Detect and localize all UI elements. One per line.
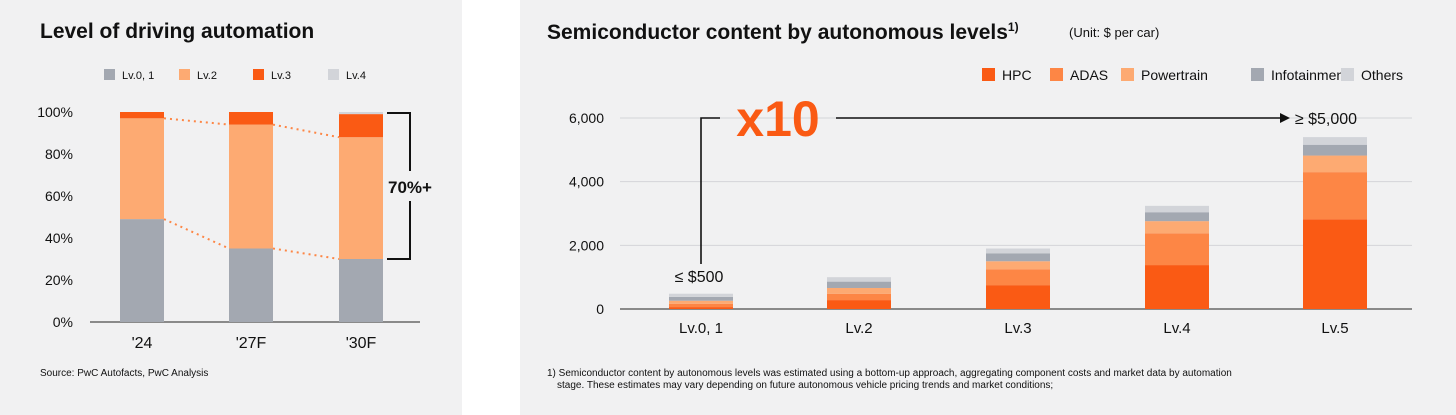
bar-segment-0-1 bbox=[229, 248, 273, 322]
bar-segment-2-3 bbox=[1145, 221, 1209, 234]
right-chart-title: Semiconductor content by autonomous leve… bbox=[547, 20, 1019, 45]
connector-line-lv2 bbox=[272, 123, 340, 139]
legend-label-2: Lv.3 bbox=[271, 70, 291, 82]
bar-segment-4-3 bbox=[1145, 205, 1209, 213]
low-value-label: ≤ $500 bbox=[675, 269, 724, 286]
legend-swatch-2 bbox=[253, 69, 264, 80]
x-tick-label: Lv.4 bbox=[1163, 320, 1190, 337]
legend-label-4: Others bbox=[1361, 67, 1403, 83]
bar-segment-1-1 bbox=[827, 293, 891, 301]
legend-swatch-0 bbox=[104, 69, 115, 80]
x-tick-label: Lv.0, 1 bbox=[679, 320, 723, 337]
connector-line-lv01 bbox=[272, 247, 340, 260]
bar-segment-2-4 bbox=[1303, 155, 1367, 173]
bar-segment-4-0 bbox=[669, 293, 733, 297]
legend-label-2: Powertrain bbox=[1141, 67, 1208, 83]
x-tick-label: Lv.2 bbox=[845, 320, 872, 337]
footnote-line-2: stage. These estimates may vary dependin… bbox=[557, 380, 1054, 391]
bar-segment-4-2 bbox=[986, 248, 1050, 254]
legend-label-0: Lv.0, 1 bbox=[122, 70, 154, 82]
high-value-label: ≥ $5,000 bbox=[1295, 111, 1357, 128]
bracket-label-bg bbox=[392, 171, 428, 201]
bar-segment-0-0 bbox=[120, 219, 164, 322]
y-tick-label: 60% bbox=[45, 188, 73, 204]
left-chart-panel: Level of driving automation Lv.0, 1 Lv.2 L… bbox=[0, 0, 462, 415]
arrow-head bbox=[1280, 113, 1290, 123]
bar-segment-1-2 bbox=[986, 269, 1050, 286]
x-tick-label: Lv.3 bbox=[1004, 320, 1031, 337]
y-tick-label: 4,000 bbox=[569, 174, 604, 190]
bar-segment-4-1 bbox=[827, 277, 891, 282]
bar-segment-1-0 bbox=[669, 303, 733, 308]
legend-swatch-1 bbox=[179, 69, 190, 80]
legend-swatch-3 bbox=[1251, 68, 1264, 81]
footnote-line-1: 1) Semiconductor content by autonomous l… bbox=[547, 368, 1232, 379]
legend-swatch-4 bbox=[1341, 68, 1354, 81]
bar-segment-3-1 bbox=[827, 281, 891, 288]
bar-segment-0-4 bbox=[1303, 219, 1367, 309]
legend-label-1: Lv.2 bbox=[197, 70, 217, 82]
bar-segment-0-1 bbox=[827, 300, 891, 309]
bar-segment-2-1 bbox=[827, 287, 891, 294]
footnote: 1) Semiconductor content by autonomous l… bbox=[547, 368, 1307, 392]
y-tick-label: 40% bbox=[45, 230, 73, 246]
left-chart-svg: Lv.0, 1 Lv.2 Lv.3 Lv.4 0% 20% 40% 60% 80% 100% '24… bbox=[37, 69, 432, 352]
panel-gap bbox=[462, 0, 520, 415]
x-tick-label: Lv.5 bbox=[1321, 320, 1348, 337]
bar-segment-0-2 bbox=[986, 285, 1050, 309]
bar-segment-1-3 bbox=[1145, 233, 1209, 266]
source-note: Source: PwC Autofacts, PwC Analysis bbox=[40, 368, 209, 379]
multiplier-label: x10 bbox=[736, 91, 819, 147]
bar-segment-2-2 bbox=[986, 261, 1050, 270]
bar-segment-0-3 bbox=[1145, 265, 1209, 309]
bar-segment-2-0 bbox=[120, 112, 164, 119]
connector-line-lv2 bbox=[163, 117, 230, 126]
y-tick-label: 0 bbox=[596, 301, 604, 317]
bar-segment-2-1 bbox=[229, 112, 273, 125]
x-tick-label: '30F bbox=[346, 335, 377, 352]
y-tick-label: 20% bbox=[45, 272, 73, 288]
bar-segment-4-4 bbox=[1303, 137, 1367, 145]
bar-segment-2-2 bbox=[339, 114, 383, 138]
right-chart-svg: 0 2,000 4,000 6,000 HPC ADAS Powertrain Infotai… bbox=[569, 67, 1412, 337]
legend-swatch-2 bbox=[1121, 68, 1134, 81]
legend-label-3: Lv.4 bbox=[346, 70, 366, 82]
bar-segment-1-4 bbox=[1303, 172, 1367, 220]
y-tick-label: 80% bbox=[45, 146, 73, 162]
bar-segment-3-2 bbox=[986, 253, 1050, 262]
bar-segment-0-2 bbox=[339, 259, 383, 322]
bar-segment-3-0 bbox=[669, 296, 733, 301]
unit-label: (Unit: $ per car) bbox=[1069, 25, 1160, 40]
bar-segment-1-0 bbox=[120, 118, 164, 220]
y-tick-label: 0% bbox=[53, 314, 73, 330]
legend-label-0: HPC bbox=[1002, 67, 1032, 83]
left-chart-title: Level of driving automation bbox=[40, 20, 315, 43]
bracket-label: 70%+ bbox=[388, 178, 432, 197]
bar-segment-3-4 bbox=[1303, 144, 1367, 156]
legend-label-3: Infotainment bbox=[1271, 67, 1348, 83]
arrow-connector-left bbox=[700, 117, 720, 264]
legend-swatch-1 bbox=[1050, 68, 1063, 81]
bar-segment-3-2 bbox=[339, 112, 383, 115]
connector-line-lv01 bbox=[163, 218, 230, 250]
bar-segment-2-0 bbox=[669, 300, 733, 304]
right-chart-title-text: Semiconductor content by autonomous leve… bbox=[547, 21, 1008, 44]
bar-segment-1-1 bbox=[229, 124, 273, 249]
right-chart-title-sup: 1) bbox=[1007, 20, 1019, 34]
x-tick-label: '24 bbox=[132, 335, 153, 352]
bar-segment-1-2 bbox=[339, 137, 383, 259]
legend-label-1: ADAS bbox=[1070, 67, 1108, 83]
legend-swatch-0 bbox=[982, 68, 995, 81]
bar-segment-0-0 bbox=[669, 307, 733, 309]
y-tick-label: 100% bbox=[37, 104, 73, 120]
bar-segment-3-3 bbox=[1145, 212, 1209, 222]
y-tick-label: 6,000 bbox=[569, 110, 604, 126]
right-chart-panel: Semiconductor content by autonomous leve… bbox=[520, 0, 1456, 415]
legend-swatch-3 bbox=[328, 69, 339, 80]
y-tick-label: 2,000 bbox=[569, 237, 604, 253]
x-tick-label: '27F bbox=[236, 335, 267, 352]
